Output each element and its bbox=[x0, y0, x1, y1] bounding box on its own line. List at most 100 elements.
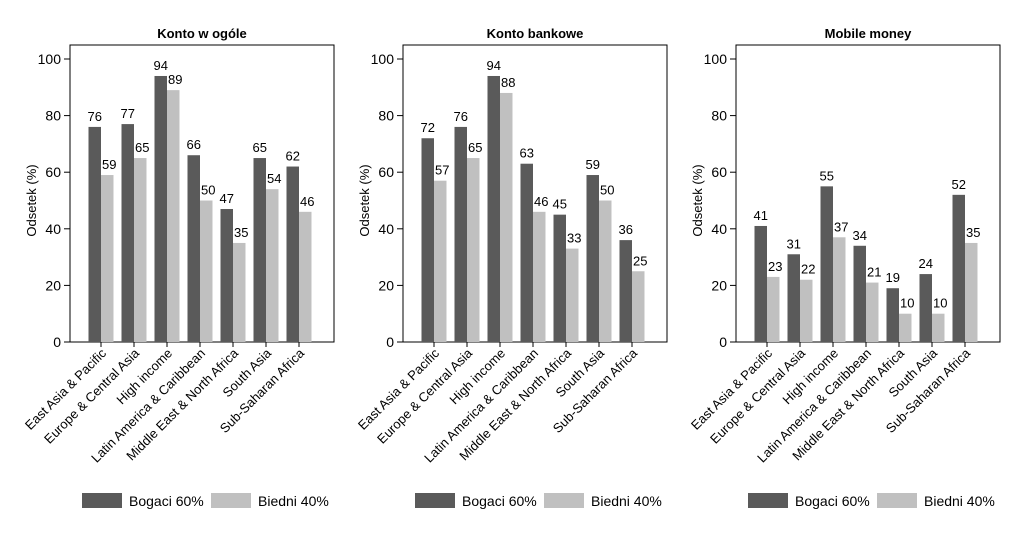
bar-bogaci bbox=[220, 208, 233, 342]
bar-value-label: 19 bbox=[886, 270, 900, 285]
bar-value-label: 55 bbox=[820, 168, 834, 183]
bar-bogaci bbox=[121, 124, 134, 342]
bar-value-label: 88 bbox=[501, 75, 515, 90]
bar-value-label: 76 bbox=[88, 109, 102, 124]
bar-value-label: 89 bbox=[168, 72, 182, 87]
y-tick-label: 20 bbox=[711, 277, 727, 293]
bar-value-label: 52 bbox=[952, 177, 966, 192]
bar-value-label: 23 bbox=[768, 259, 782, 274]
chart-title: Konto w ogóle bbox=[157, 26, 247, 41]
legend-swatch-biedni bbox=[544, 493, 584, 508]
y-tick-label: 20 bbox=[378, 277, 394, 293]
y-axis-label: Odsetek (%) bbox=[24, 164, 39, 236]
legend-label-biedni: Biedni 40% bbox=[924, 493, 995, 509]
legend-swatch-bogaci bbox=[82, 493, 122, 508]
bar-biedni bbox=[101, 175, 114, 342]
y-tick-label: 0 bbox=[53, 334, 61, 350]
bar-value-label: 33 bbox=[567, 231, 581, 246]
legend-label-bogaci: Bogaci 60% bbox=[129, 493, 204, 509]
bar-value-label: 57 bbox=[435, 163, 449, 178]
bar-value-label: 65 bbox=[253, 140, 267, 155]
bar-value-label: 63 bbox=[520, 146, 534, 161]
bar-value-label: 59 bbox=[586, 157, 600, 172]
legend-swatch-bogaci bbox=[415, 493, 455, 508]
bar-bogaci bbox=[487, 75, 500, 342]
bar-biedni bbox=[434, 180, 447, 342]
bar-biedni bbox=[200, 200, 213, 342]
bar-biedni bbox=[299, 211, 312, 342]
y-tick-label: 0 bbox=[386, 334, 394, 350]
bar-bogaci bbox=[553, 214, 566, 342]
bar-value-label: 50 bbox=[600, 183, 614, 198]
y-tick-label: 40 bbox=[45, 221, 61, 237]
bar-value-label: 21 bbox=[867, 265, 881, 280]
bar-bogaci bbox=[820, 186, 833, 342]
bar-biedni bbox=[233, 242, 246, 342]
legend-label-biedni: Biedni 40% bbox=[258, 493, 329, 509]
bar-biedni bbox=[500, 92, 513, 343]
bar-biedni bbox=[266, 189, 279, 342]
y-tick-label: 80 bbox=[378, 108, 394, 124]
bar-value-label: 77 bbox=[121, 106, 135, 121]
bar-biedni bbox=[533, 211, 546, 342]
y-tick-label: 40 bbox=[378, 221, 394, 237]
bar-value-label: 35 bbox=[966, 225, 980, 240]
legend-swatch-biedni bbox=[211, 493, 251, 508]
bar-bogaci bbox=[886, 288, 899, 342]
y-tick-label: 100 bbox=[371, 51, 395, 67]
bar-value-label: 31 bbox=[787, 236, 801, 251]
bar-bogaci bbox=[421, 138, 434, 342]
chart-title: Mobile money bbox=[825, 26, 912, 41]
y-tick-label: 100 bbox=[704, 51, 728, 67]
y-tick-label: 60 bbox=[45, 164, 61, 180]
bar-bogaci bbox=[853, 245, 866, 342]
bar-value-label: 65 bbox=[135, 140, 149, 155]
bar-bogaci bbox=[88, 126, 101, 342]
bar-value-label: 46 bbox=[534, 194, 548, 209]
bar-biedni bbox=[899, 313, 912, 342]
bar-value-label: 25 bbox=[633, 253, 647, 268]
bar-value-label: 46 bbox=[300, 194, 314, 209]
y-tick-label: 80 bbox=[711, 108, 727, 124]
bar-bogaci bbox=[286, 166, 299, 342]
bar-value-label: 37 bbox=[834, 219, 848, 234]
bar-bogaci bbox=[187, 155, 200, 342]
bar-bogaci bbox=[787, 254, 800, 342]
y-tick-label: 100 bbox=[38, 51, 62, 67]
legend-label-biedni: Biedni 40% bbox=[591, 493, 662, 509]
y-tick-label: 60 bbox=[711, 164, 727, 180]
bar-value-label: 10 bbox=[900, 296, 914, 311]
bar-value-label: 72 bbox=[421, 120, 435, 135]
bar-value-label: 94 bbox=[487, 58, 501, 73]
bar-bogaci bbox=[154, 75, 167, 342]
bar-value-label: 94 bbox=[154, 58, 168, 73]
bar-biedni bbox=[167, 90, 180, 342]
bar-biedni bbox=[800, 279, 813, 342]
bar-value-label: 41 bbox=[754, 208, 768, 223]
bar-bogaci bbox=[253, 158, 266, 342]
y-axis-label: Odsetek (%) bbox=[690, 164, 705, 236]
bar-biedni bbox=[965, 242, 978, 342]
legend-swatch-bogaci bbox=[748, 493, 788, 508]
y-tick-label: 40 bbox=[711, 221, 727, 237]
bar-biedni bbox=[599, 200, 612, 342]
bar-value-label: 65 bbox=[468, 140, 482, 155]
bar-value-label: 36 bbox=[619, 222, 633, 237]
bar-bogaci bbox=[586, 175, 599, 342]
y-tick-label: 60 bbox=[378, 164, 394, 180]
bar-value-label: 62 bbox=[286, 149, 300, 164]
bar-value-label: 45 bbox=[553, 197, 567, 212]
bar-bogaci bbox=[754, 225, 767, 342]
bar-value-label: 76 bbox=[454, 109, 468, 124]
legend-swatch-biedni bbox=[877, 493, 917, 508]
y-tick-label: 0 bbox=[719, 334, 727, 350]
bar-bogaci bbox=[454, 126, 467, 342]
bar-bogaci bbox=[952, 194, 965, 342]
bar-biedni bbox=[767, 276, 780, 342]
bar-biedni bbox=[833, 237, 846, 342]
bar-value-label: 24 bbox=[919, 256, 933, 271]
bar-bogaci bbox=[919, 274, 932, 342]
bar-bogaci bbox=[619, 240, 632, 342]
bar-value-label: 47 bbox=[220, 191, 234, 206]
